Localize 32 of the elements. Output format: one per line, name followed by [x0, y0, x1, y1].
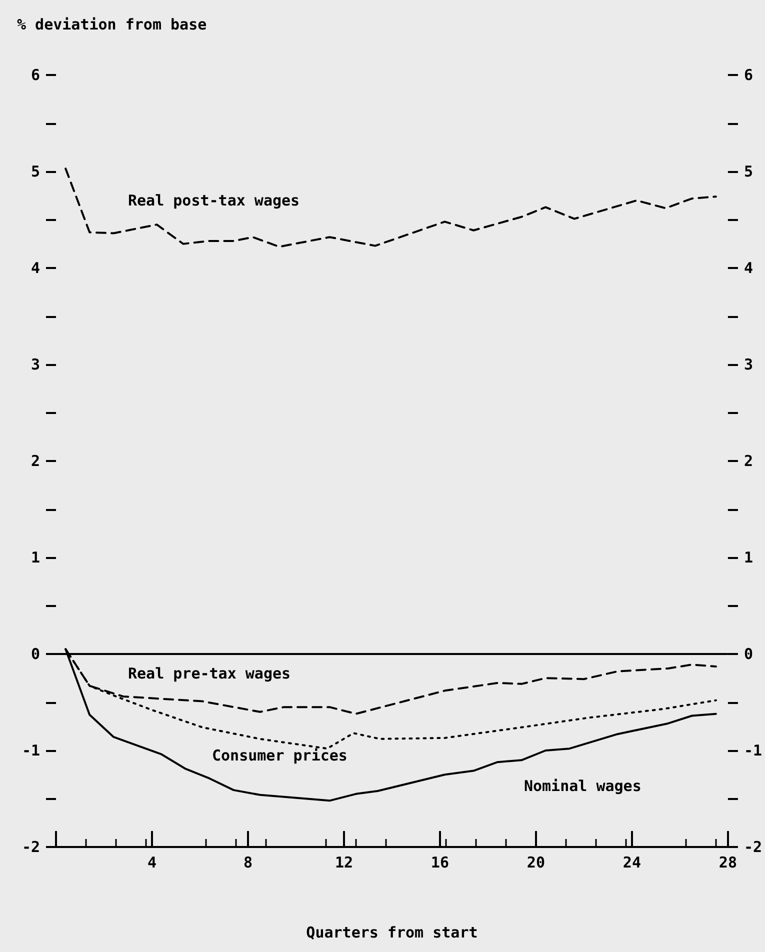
y-tick-label: 4 — [30, 259, 40, 277]
y-tick-label: 1 — [30, 548, 40, 566]
y-tick-label: 0 — [30, 645, 40, 663]
y2-tick-label: 1 — [744, 548, 753, 566]
x-axis-title: Quarters from start — [306, 924, 478, 942]
x-tick-label: 8 — [243, 854, 252, 872]
x-tick-label: 16 — [430, 854, 449, 872]
y-tick-label: 3 — [30, 356, 40, 374]
y2-tick-label: 2 — [744, 452, 753, 470]
y-tick-label: 2 — [30, 452, 40, 470]
series-label: Real post-tax wages — [128, 191, 300, 210]
y2-tick-label: 0 — [744, 645, 753, 663]
y2-tick-label: 3 — [744, 356, 753, 374]
series-label: Nominal wages — [524, 777, 642, 796]
y2-tick-label: -2 — [744, 838, 762, 856]
y-axis-title: % deviation from base — [17, 16, 207, 34]
x-tick-label: 20 — [526, 854, 545, 872]
y2-tick-label: 4 — [744, 259, 753, 277]
x-tick-label: 24 — [622, 854, 641, 872]
line-series — [64, 168, 717, 248]
series-label: Real pre-tax wages — [128, 664, 291, 682]
x-tick-label: 12 — [334, 854, 354, 872]
x-tick-label: 28 — [718, 854, 737, 872]
y-tick-label: 6 — [30, 66, 40, 84]
y-tick-label: 5 — [30, 162, 40, 180]
y2-tick-label: -1 — [744, 742, 762, 760]
y-tick-label: -2 — [22, 838, 40, 856]
x-tick-label: 4 — [147, 854, 157, 872]
y2-tick-label: 5 — [744, 162, 753, 180]
y2-tick-label: 6 — [744, 66, 753, 84]
y-tick-label: -1 — [22, 742, 40, 760]
series-label: Consumer prices — [212, 746, 348, 764]
